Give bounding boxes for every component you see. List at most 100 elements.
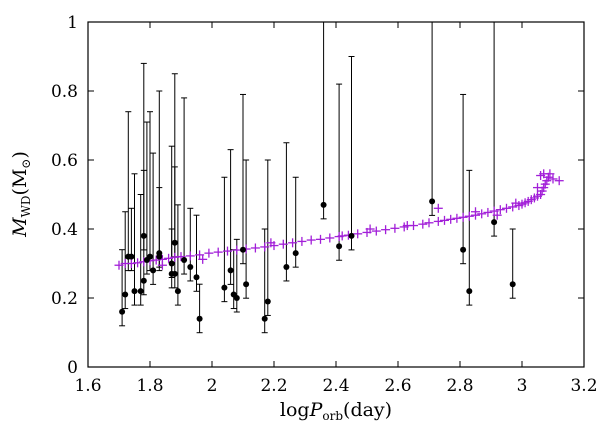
y-axis-label-sub: WD [19,195,33,217]
data-point [122,291,129,298]
y-tick-label: 0 [67,358,78,378]
x-axis-label: logPorb(day) [280,399,392,423]
data-point [140,277,147,284]
x-axis-label-sub: orb [322,409,343,423]
model-point [471,207,480,217]
model-point [548,174,558,184]
y-tick-label: 0.6 [51,151,78,171]
model-point [250,243,260,253]
model-point [157,260,167,270]
data-point [460,246,467,253]
model-point [458,212,468,222]
model-point [114,260,124,270]
model-point [223,246,232,256]
model-point [390,223,400,233]
data-point [156,253,163,260]
data-point [240,246,246,253]
y-axis-label-unit-sub: ⊙ [19,159,33,169]
model-point [533,183,542,193]
data-point [137,288,144,295]
data-point [128,253,135,260]
x-tick-label: 2.8 [446,376,473,396]
x-tick-label: 2 [207,376,218,396]
data-point [181,257,188,264]
data-point [233,295,240,301]
axis-ticks [87,21,585,368]
data-point [348,232,355,239]
model-point [297,236,307,246]
model-point [288,238,298,248]
model-point [170,252,180,262]
model-point [232,245,242,255]
model-point [204,248,214,258]
model-point [164,253,174,263]
model-point [381,225,391,235]
model-point [433,216,443,226]
model-point [446,214,456,224]
data-point [264,298,271,305]
data-point [227,267,234,274]
x-tick-label: 2.6 [384,376,411,396]
y-tick-label: 0.8 [51,82,78,102]
model-point [260,242,270,252]
model-point [213,247,223,257]
data-point [221,284,228,291]
data-point [147,253,153,260]
data-point [466,288,473,295]
model-point [495,205,505,215]
y-axis-label-close: ) [9,151,31,158]
data-point [509,281,516,288]
data-point [491,219,498,226]
y-tick-labels: 0 0.2 0.4 0.6 0.8 1 [51,13,78,378]
data-point [171,270,178,277]
model-point [126,259,136,268]
model-point [365,224,375,234]
x-axis-label-prefix: log [280,399,310,421]
data-point [140,232,147,239]
x-axis-label-var: P [309,399,324,421]
model-point [418,219,428,229]
model-point [477,209,487,219]
model-point [433,203,443,213]
data-point [131,288,138,295]
model-point [316,234,325,244]
data-point [174,288,181,295]
model-point [464,211,474,221]
data-point [150,267,157,274]
model-point [502,203,511,213]
data-point [196,315,203,322]
model-point [353,229,363,239]
data-point [171,239,178,246]
model-point [176,252,186,262]
model-point [325,233,335,243]
model-point [424,218,434,228]
model-point [554,176,564,186]
observed-points-layer [119,198,516,322]
data-point [187,263,194,270]
model-point [337,231,347,241]
y-axis-label: MWD(M⊙) [9,151,33,238]
model-point [483,207,493,217]
x-tick-label: 3 [517,376,528,396]
data-point [336,243,343,250]
y-axis-label-suffix: (M [9,169,31,196]
data-point [320,201,327,208]
data-point [193,274,200,281]
x-tick-label: 1.6 [74,376,101,396]
y-tick-label: 0.2 [51,289,78,309]
model-point [440,215,449,225]
data-point [168,260,175,267]
model-point [198,254,208,264]
model-point [511,198,521,208]
x-tick-label: 1.8 [136,376,163,396]
y-tick-label: 0.4 [51,220,78,240]
x-tick-labels: 1.6 1.8 2 2.2 2.4 2.6 2.8 3 3.2 [74,376,597,396]
data-point [119,308,126,315]
x-tick-label: 2.2 [260,376,287,396]
model-point [536,171,546,181]
model-point [306,235,316,245]
data-point [292,250,299,257]
data-point [243,281,250,288]
model-plus-layer [114,169,564,270]
